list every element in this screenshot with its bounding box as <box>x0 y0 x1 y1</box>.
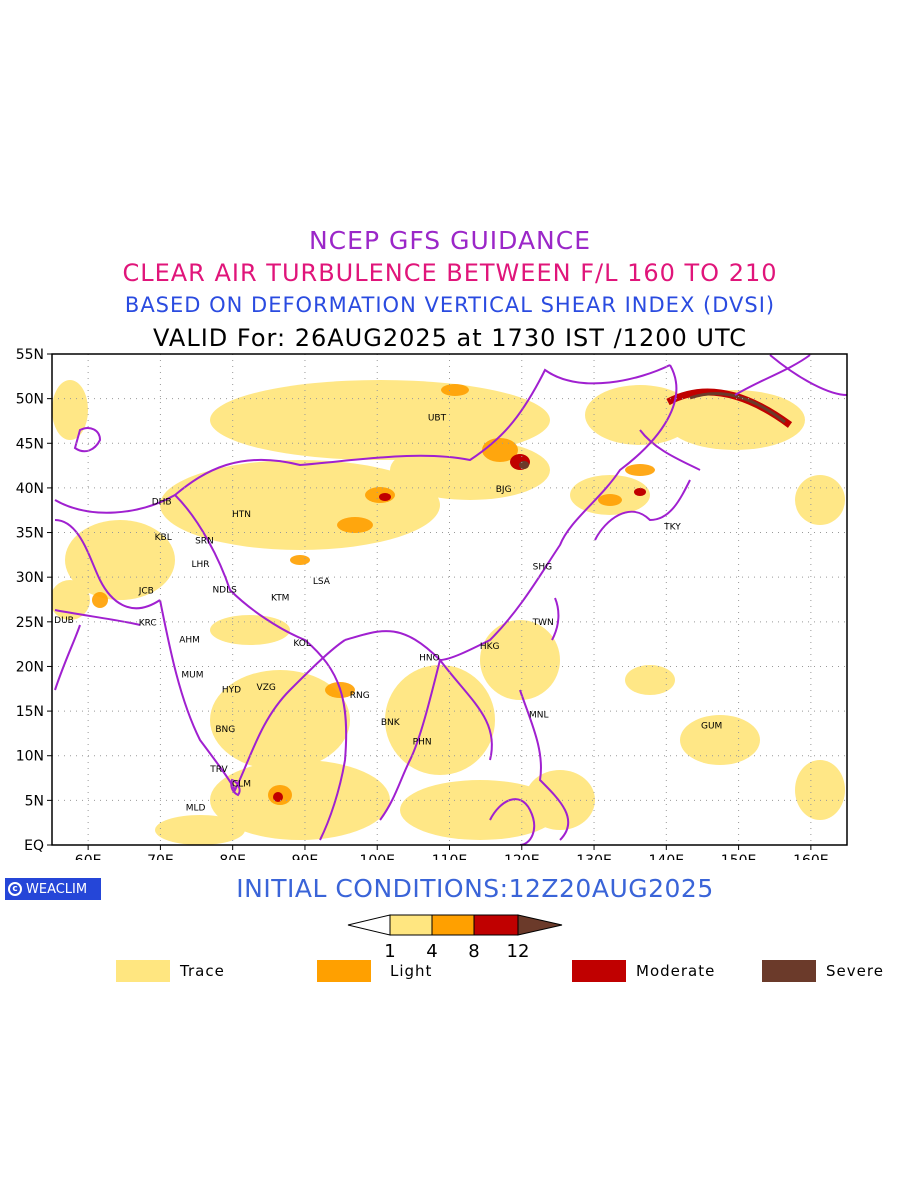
lat-tick-label: 30N <box>16 570 44 586</box>
city-label-bng: BNG <box>215 725 235 735</box>
title-line-2: CLEAR AIR TURBULENCE BETWEEN F/L 160 TO … <box>122 259 778 287</box>
colorbar-seg-moderate <box>473 914 519 936</box>
city-label-ubt: UBT <box>428 413 447 423</box>
city-label-lhr: LHR <box>191 560 209 570</box>
city-label-dub: DUB <box>54 616 74 626</box>
lon-tick-label: 90E <box>292 853 319 860</box>
city-labels: UBT BJG DHB HTN KBL SRN TKY LHR SHG LSA JCB NDLS KTM… <box>54 413 722 813</box>
lat-tick-label: 55N <box>16 347 44 363</box>
city-label-shg: SHG <box>533 562 552 572</box>
lat-tick-label: 25N <box>16 615 44 631</box>
title-line-3: BASED ON DEFORMATION VERTICAL SHEAR INDE… <box>124 293 776 317</box>
lon-tick-label: 140E <box>649 853 685 860</box>
lon-tick-label: 110E <box>432 853 468 860</box>
legend-label-moderate: Moderate <box>636 962 716 980</box>
city-label-htn: HTN <box>232 510 251 520</box>
city-label-kbl: KBL <box>155 533 172 543</box>
city-label-twn: TWN <box>532 618 554 628</box>
turbulence-fields <box>52 354 847 845</box>
lat-tick-label: 40N <box>16 481 44 497</box>
city-label-mld: MLD <box>186 804 206 814</box>
lat-tick-label: 15N <box>16 704 44 720</box>
city-label-bjg: BJG <box>496 485 512 495</box>
city-label-ndls: NDLS <box>212 586 237 596</box>
lon-axis: 60E 70E 80E 90E 100E 110E 120E 130E 140E 150E 160E <box>75 845 829 860</box>
legend-swatch-trace <box>116 960 170 982</box>
lat-tick-label: 20N <box>16 659 44 675</box>
turbulence-map: EQ 5N 10N 15N 20N 25N 30N 35N 40N 45N 50N 55N 60E 70… <box>16 347 848 860</box>
title-line-1: NCEP GFS GUIDANCE <box>308 226 591 255</box>
city-label-jcb: JCB <box>138 587 154 597</box>
city-label-hyd: HYD <box>222 686 241 696</box>
city-label-lsa: LSA <box>313 577 331 587</box>
city-label-srn: SRN <box>195 537 214 547</box>
colorbar-high-arrow <box>517 914 563 936</box>
initial-conditions: INITIAL CONDITIONS:12Z20AUG2025 <box>236 874 714 903</box>
city-label-rng: RNG <box>350 691 370 701</box>
city-label-mum: MUM <box>181 670 203 680</box>
weaclim-logo-icon: c <box>8 882 22 896</box>
city-label-krc: KRC <box>139 619 157 629</box>
city-label-ktm: KTM <box>271 594 289 604</box>
lon-tick-label: 100E <box>359 853 395 860</box>
lon-tick-label: 70E <box>147 853 174 860</box>
valid-time: VALID For: 26AUG2025 at 1730 IST /1200 U… <box>153 324 747 352</box>
weaclim-logo: c WEACLIM <box>5 878 101 900</box>
legend-swatch-severe <box>762 960 816 982</box>
city-label-gum: GUM <box>701 721 722 731</box>
city-label-kol: KOL <box>293 639 311 649</box>
lat-tick-label: 35N <box>16 526 44 542</box>
colorbar-level-8: 8 <box>468 941 479 960</box>
lon-tick-label: 160E <box>793 853 829 860</box>
legend-label-trace: Trace <box>180 962 225 980</box>
colorbar-seg-trace <box>389 914 433 936</box>
colorbar: 1 4 8 12 <box>347 914 563 960</box>
city-label-phn: PHN <box>413 737 432 747</box>
legend-swatch-moderate <box>572 960 626 982</box>
colorbar-seg-light <box>431 914 475 936</box>
lon-tick-label: 60E <box>75 853 102 860</box>
city-label-ahm: AHM <box>179 636 200 646</box>
city-label-hkg: HKG <box>480 642 500 652</box>
lon-tick-label: 130E <box>576 853 612 860</box>
city-label-bnk: BNK <box>381 718 401 728</box>
colorbar-level-12: 12 <box>507 941 530 960</box>
lat-tick-label: EQ <box>24 838 44 854</box>
lat-tick-label: 5N <box>25 793 44 809</box>
lon-tick-label: 120E <box>504 853 540 860</box>
colorbar-low-arrow <box>347 914 391 936</box>
lon-tick-label: 150E <box>721 853 757 860</box>
colorbar-level-4: 4 <box>426 941 437 960</box>
lon-tick-label: 80E <box>219 853 246 860</box>
colorbar-level-1: 1 <box>384 941 395 960</box>
city-label-hno: HNO <box>419 654 440 664</box>
city-label-mnl: MNL <box>529 711 549 721</box>
lat-axis: EQ 5N 10N 15N 20N 25N 30N 35N 40N 45N 50N 55N <box>16 347 52 854</box>
city-label-vzg: VZG <box>257 683 276 693</box>
lat-tick-label: 45N <box>16 436 44 452</box>
weaclim-logo-text: WEACLIM <box>26 881 88 897</box>
city-label-clm: CLM <box>232 779 251 789</box>
legend-label-light: Light <box>390 962 433 980</box>
city-label-dhb: DHB <box>152 497 172 507</box>
city-label-tky: TKY <box>663 522 681 532</box>
lat-tick-label: 10N <box>16 749 44 765</box>
lat-tick-label: 50N <box>16 392 44 408</box>
legend-swatch-light <box>317 960 371 982</box>
legend-label-severe: Severe <box>826 962 884 980</box>
city-label-trv: TRV <box>209 765 228 775</box>
